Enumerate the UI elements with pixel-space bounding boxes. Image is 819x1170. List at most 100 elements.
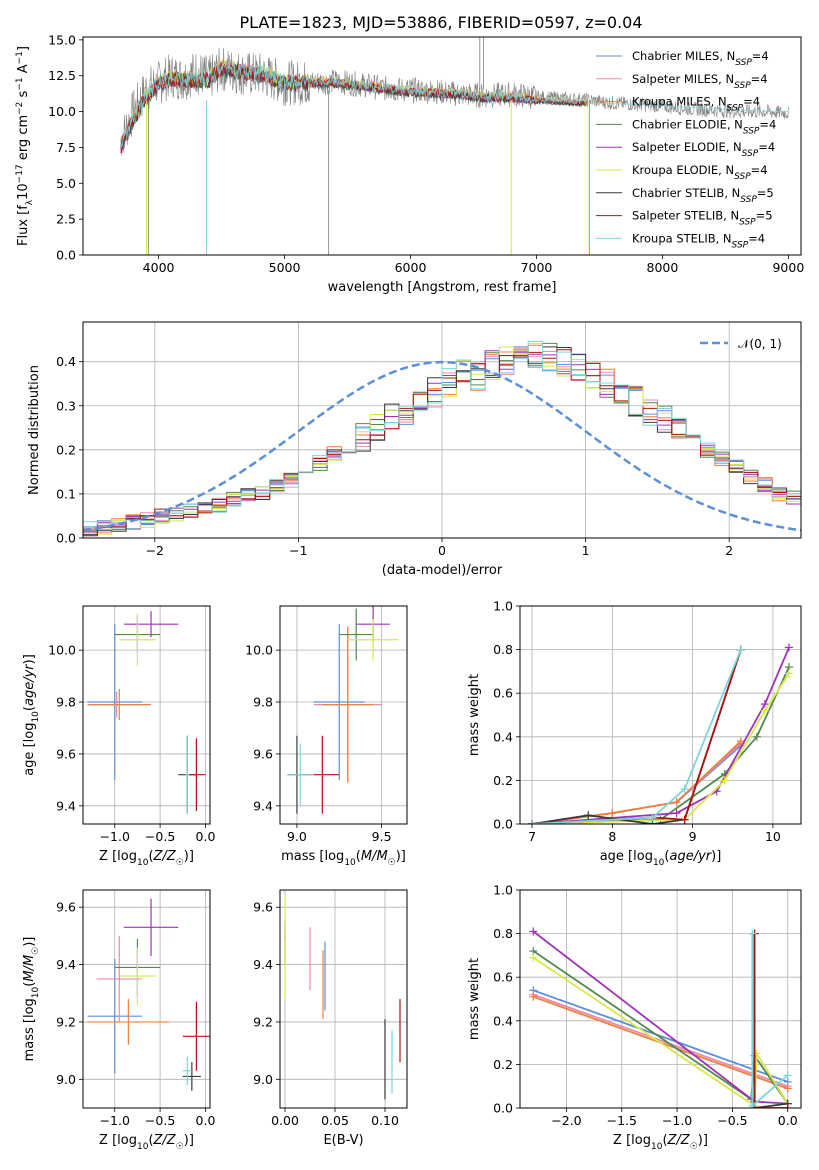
- plot-area-mass-weight-vs-z: [529, 927, 792, 1108]
- x-tick-label: 9.0: [287, 829, 307, 844]
- plot-area-residuals: [83, 340, 801, 537]
- legend-label: Chabrier MILES, NSSP=4: [632, 49, 769, 68]
- series-kroupa-stelib: [528, 645, 745, 824]
- model-spectrum-kroupa-stelib: [120, 60, 587, 148]
- plot-area-age-vs-mass: [286, 606, 399, 814]
- y-tick-label: 2.5: [56, 212, 76, 227]
- errorbar-chabrier-miles: [87, 958, 142, 1074]
- errorbar-chabrier-stelib: [182, 1062, 201, 1091]
- x-tick-label: 5000: [269, 260, 301, 275]
- errorbar-chabrier-miles: [313, 624, 365, 780]
- x-tick-label: −1.0: [662, 1113, 692, 1128]
- x-tick-label: 7000: [521, 260, 553, 275]
- histogram-kroupa-stelib: [83, 340, 801, 525]
- errorbar-kroupa-stelib: [185, 735, 190, 814]
- x-tick-label: 9.5: [372, 829, 392, 844]
- y-tick-label: 0.6: [493, 686, 513, 701]
- x-axis-label: E(B-V): [323, 1133, 363, 1148]
- legend-label: 𝒩(0, 1): [738, 337, 782, 351]
- errorbar-kroupa-stelib: [286, 743, 314, 806]
- series-line: [753, 933, 788, 1108]
- x-axis-label: Z [log10(Z/Z☉)]: [99, 1133, 194, 1152]
- y-tick-label: 0.4: [493, 1013, 513, 1028]
- errorbar-chabrier-miles: [87, 624, 142, 780]
- y-tick-label: 9.6: [253, 900, 273, 915]
- figure-title: PLATE=1823, MJD=53886, FIBERID=0597, z=0…: [239, 13, 642, 32]
- x-tick-label: 9: [689, 829, 697, 844]
- legend-label: Salpeter ELODIE, NSSP=4: [632, 140, 775, 159]
- errorbar-salpeter-elodie: [123, 898, 179, 956]
- plot-area-mass-vs-ebv: [284, 895, 401, 1100]
- x-tick-label: 0.00: [271, 1113, 299, 1128]
- x-tick-label: 0.10: [371, 1113, 399, 1128]
- y-tick-label: 7.5: [56, 140, 76, 155]
- normal-reference-curve: [83, 360, 801, 532]
- y-tick-label: 9.4: [56, 798, 76, 813]
- plot-area-mass-weight-vs-age: [528, 643, 793, 824]
- y-tick-label: 0.0: [493, 817, 513, 832]
- series-line: [531, 740, 742, 824]
- series-line: [532, 993, 789, 1088]
- x-tick-label: 6000: [395, 260, 427, 275]
- y-tick-label: 9.8: [56, 695, 76, 710]
- x-tick-label: 4000: [143, 260, 175, 275]
- y-tick-label: 9.4: [56, 957, 76, 972]
- errorbar-salpeter-stelib: [182, 1001, 210, 1071]
- errorbar-kroupa-miles: [87, 999, 170, 1045]
- y-tick-label: 0.8: [493, 926, 513, 941]
- x-axis-label: (data-model)/error: [382, 563, 503, 578]
- legend-label: Kroupa STELIB, NSSP=4: [632, 231, 765, 250]
- panel-mass-weight-vs-age: 7 8 9 10 0.0 0.2 0.4 0.6 0.8 1.0 age [log10(age/yr…: [467, 599, 802, 868]
- x-tick-label: 1: [582, 543, 590, 558]
- panel-residuals: −2 −1 0 1 2 0.0 0.1 0.2 0.3 0.4 (data-model)/error…: [27, 321, 802, 578]
- panel-spectrum: 4000 5000 6000 7000 8000 9000 0.0 2.5 5.0 7.5 10.0…: [15, 32, 804, 295]
- panel-mass-weight-vs-z: −2.0 −1.5 −1.0 −0.5 0.0 0.0 0.2 0.4 0.6 0.8 1.0 Z […: [467, 883, 802, 1152]
- series-line: [532, 989, 789, 1083]
- axes-frame: [82, 321, 802, 539]
- legend-label: Chabrier STELIB, NSSP=5: [632, 186, 774, 205]
- errorbar-kroupa-miles: [322, 626, 374, 783]
- x-axis-label: wavelength [Angstrom, rest frame]: [328, 280, 557, 295]
- y-tick-label: 1.0: [493, 883, 513, 898]
- y-tick-label: 10.0: [48, 104, 76, 119]
- errorbar-salpeter-stelib: [187, 738, 206, 812]
- axes-frame: [519, 605, 802, 825]
- y-axis-label: Flux [fλ10−17 erg cm−2 s−1 A−1]: [15, 46, 35, 246]
- y-tick-label: 0.4: [493, 729, 513, 744]
- y-tick-label: 10.0: [48, 643, 76, 658]
- x-axis-label: Z [log10(Z/Z☉)]: [613, 1133, 708, 1152]
- x-tick-label: −0.5: [717, 1113, 747, 1128]
- x-tick-label: −0.5: [145, 829, 175, 844]
- y-tick-label: 0.2: [56, 442, 76, 457]
- x-tick-label: −1.0: [100, 829, 130, 844]
- y-tick-label: 9.0: [56, 1072, 76, 1087]
- x-tick-label: 0: [438, 543, 446, 558]
- y-tick-label: 9.2: [56, 1014, 76, 1029]
- plot-area-spectrum: [120, 37, 789, 255]
- y-tick-label: 5.0: [56, 176, 76, 191]
- series-line: [531, 666, 790, 824]
- legend-label: Chabrier ELODIE, NSSP=4: [632, 117, 776, 136]
- axes-frame: [82, 605, 211, 825]
- y-tick-label: 9.6: [56, 746, 76, 761]
- legend-label: Salpeter MILES, NSSP=4: [632, 72, 768, 91]
- series-chabrier-miles: [528, 741, 745, 824]
- errorbar-salpeter-miles: [96, 935, 142, 1022]
- x-tick-label: −0.5: [145, 1113, 175, 1128]
- y-tick-label: 0.4: [56, 354, 76, 369]
- axes-frame: [279, 889, 408, 1109]
- x-tick-label: 10: [765, 829, 781, 844]
- axes-frame: [519, 889, 802, 1109]
- y-axis-label: mass weight: [467, 958, 482, 1040]
- errorbar-kroupa-stelib: [182, 1056, 192, 1086]
- y-tick-label: 0.0: [56, 531, 76, 546]
- x-axis-label: Z [log10(Z/Z☉)]: [99, 849, 194, 868]
- y-axis-label: mass weight: [467, 674, 482, 756]
- y-tick-label: 15.0: [48, 32, 76, 47]
- y-tick-label: 12.5: [48, 68, 76, 83]
- y-tick-label: 0.6: [493, 970, 513, 985]
- y-tick-label: 0.2: [493, 773, 513, 788]
- errorbar-kroupa-miles: [87, 689, 152, 721]
- x-tick-label: 2: [725, 543, 733, 558]
- x-tick-label: −1: [289, 543, 307, 558]
